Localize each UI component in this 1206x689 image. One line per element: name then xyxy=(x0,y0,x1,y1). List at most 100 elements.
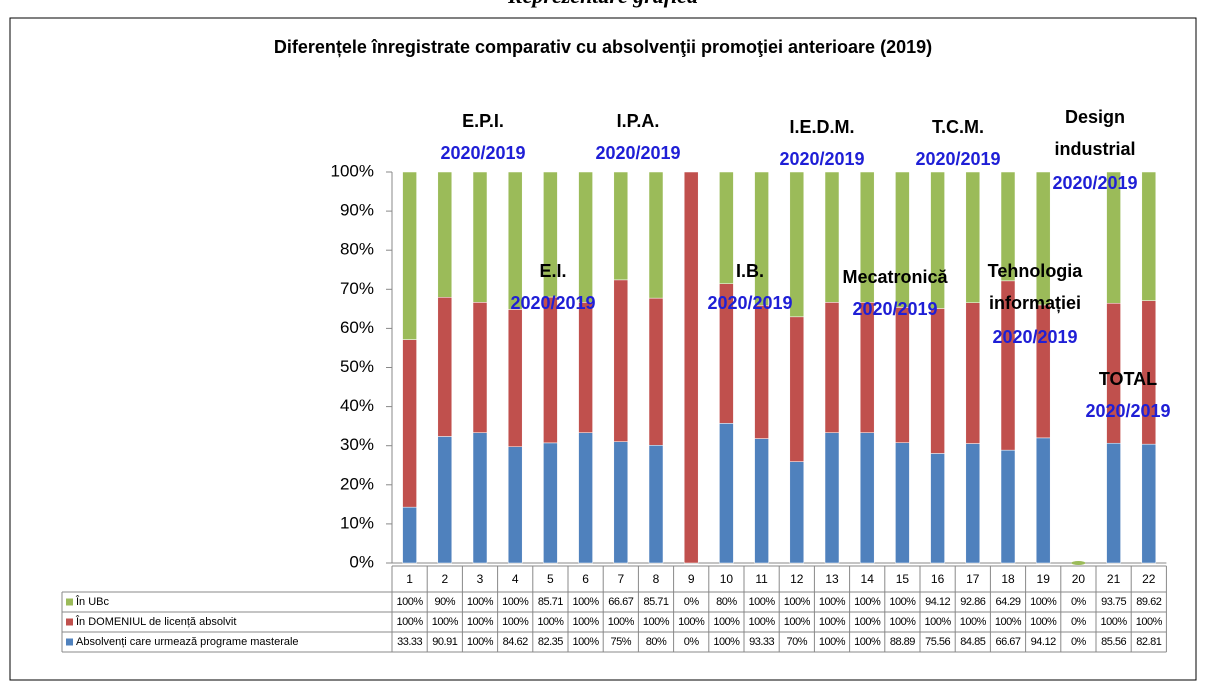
data-label: 100% xyxy=(749,596,776,608)
data-label: 82.35 xyxy=(538,636,563,648)
empty-bar xyxy=(1071,561,1086,565)
bar-segment xyxy=(507,446,523,564)
data-label: 93.33 xyxy=(749,636,774,648)
bar-segment xyxy=(683,171,699,564)
annotation: informației xyxy=(989,293,1081,313)
annotation-sub: 2020/2019 xyxy=(1085,401,1170,421)
data-label: 92.86 xyxy=(960,596,985,608)
data-label: 100% xyxy=(854,616,881,628)
data-label: 100% xyxy=(819,596,846,608)
bar-segment xyxy=(824,171,840,303)
legend-label: În DOMENIUL de licență absolvit xyxy=(75,615,236,628)
x-tick-label: 13 xyxy=(825,572,839,586)
annotation-sub: 2020/2019 xyxy=(510,293,595,313)
bar-segment xyxy=(402,506,417,564)
y-tick-label: 40% xyxy=(340,396,374,415)
bar-segment xyxy=(754,438,769,564)
bar-segment xyxy=(1000,449,1016,564)
bar-segment xyxy=(859,171,875,303)
y-tick-label: 80% xyxy=(340,240,374,259)
data-label: 94.12 xyxy=(1031,636,1056,648)
x-tick-label: 17 xyxy=(966,572,980,586)
bar-segment xyxy=(472,171,488,303)
annotation: Tehnologia xyxy=(988,261,1084,281)
bar-segment xyxy=(648,297,664,446)
bar-segment xyxy=(930,171,945,309)
bar-segment xyxy=(859,432,875,564)
data-label: 100% xyxy=(713,616,740,628)
bar-segment xyxy=(437,297,453,437)
data-label: 75.56 xyxy=(925,636,950,648)
data-label: 100% xyxy=(573,596,600,608)
y-tick-label: 20% xyxy=(340,474,374,493)
bar-segment xyxy=(437,436,453,564)
data-label: 66.67 xyxy=(995,636,1020,648)
bar-segment xyxy=(824,302,840,433)
data-label: 94.12 xyxy=(925,596,950,608)
data-label: 100% xyxy=(502,616,529,628)
bar-segment xyxy=(648,445,664,564)
y-tick-label: 70% xyxy=(340,279,374,298)
legend-swatch xyxy=(66,618,73,626)
x-tick-label: 10 xyxy=(720,572,734,586)
data-label: 100% xyxy=(995,616,1022,628)
data-label: 100% xyxy=(537,616,564,628)
data-label: 100% xyxy=(397,616,424,628)
data-label: 0% xyxy=(1071,616,1087,628)
data-label: 66.67 xyxy=(608,596,633,608)
x-tick-label: 15 xyxy=(896,572,910,586)
data-label: 64.29 xyxy=(995,596,1020,608)
y-tick-label: 30% xyxy=(340,435,374,454)
bar-segment xyxy=(895,171,910,308)
bar-segment xyxy=(859,302,875,433)
bar-segment xyxy=(1035,304,1051,439)
page-header: Reprezentare grafică xyxy=(507,0,698,8)
bar-segment xyxy=(824,432,840,564)
x-tick-label: 14 xyxy=(861,572,875,586)
data-label: 84.85 xyxy=(960,636,985,648)
bar-segment xyxy=(578,171,593,303)
y-tick-label: 10% xyxy=(340,513,374,532)
data-label: 100% xyxy=(889,616,916,628)
bar-segment xyxy=(965,171,981,303)
annotation: I.P.A. xyxy=(617,111,660,131)
data-label: 100% xyxy=(608,616,635,628)
data-label: 88.89 xyxy=(890,636,915,648)
x-tick-label: 8 xyxy=(653,572,660,586)
data-label: 82.81 xyxy=(1136,636,1161,648)
bar-segment xyxy=(613,279,629,442)
x-tick-label: 2 xyxy=(441,572,448,586)
annotation: TOTAL xyxy=(1099,369,1157,389)
bar-segment xyxy=(648,171,664,299)
data-label: 100% xyxy=(784,596,811,608)
data-label: 70% xyxy=(787,636,808,648)
bar-segment xyxy=(895,442,910,564)
data-label: 100% xyxy=(854,596,881,608)
data-label: 89.62 xyxy=(1136,596,1161,608)
annotation: E.I. xyxy=(539,261,566,281)
data-label: 93.75 xyxy=(1101,596,1126,608)
bar-segment xyxy=(472,302,488,433)
bar-segment xyxy=(789,316,805,462)
x-tick-label: 21 xyxy=(1107,572,1121,586)
data-label: 0% xyxy=(684,596,700,608)
annotation: I.E.D.M. xyxy=(789,117,854,137)
data-label: 100% xyxy=(1030,596,1057,608)
data-label: 100% xyxy=(397,596,424,608)
bar-segment xyxy=(789,461,805,564)
data-label: 100% xyxy=(1030,616,1057,628)
x-tick-label: 19 xyxy=(1037,572,1051,586)
x-tick-label: 18 xyxy=(1001,572,1015,586)
bar-segment xyxy=(402,171,417,340)
bar-segment xyxy=(472,432,488,564)
bar-segment xyxy=(895,307,910,443)
data-label: 75% xyxy=(611,636,632,648)
bar-segment xyxy=(613,441,629,564)
x-tick-label: 4 xyxy=(512,572,519,586)
y-tick-label: 90% xyxy=(340,201,374,220)
bar-segment xyxy=(1000,171,1016,282)
data-label: 0% xyxy=(684,636,700,648)
data-label: 100% xyxy=(467,616,494,628)
bar-segment xyxy=(1106,171,1121,304)
x-tick-label: 9 xyxy=(688,572,695,586)
